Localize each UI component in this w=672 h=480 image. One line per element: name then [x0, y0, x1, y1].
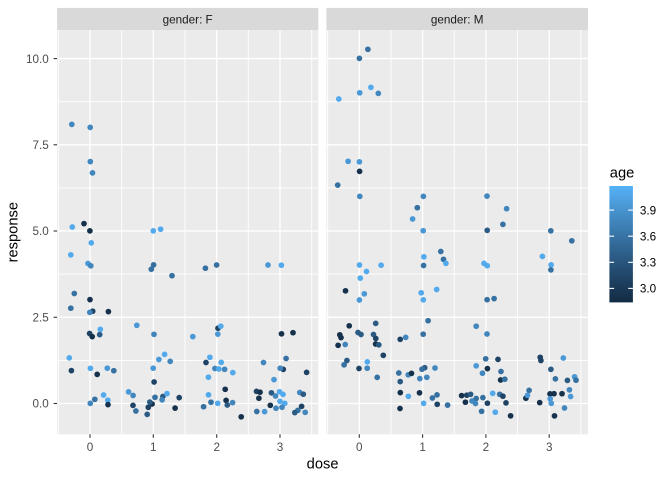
- svg-text:gender: M: gender: M: [431, 14, 484, 27]
- svg-text:10.0: 10.0: [26, 53, 49, 66]
- svg-text:7.5: 7.5: [33, 139, 50, 152]
- svg-text:3: 3: [277, 441, 284, 454]
- svg-text:3.3: 3.3: [640, 257, 656, 270]
- svg-text:1: 1: [419, 441, 426, 454]
- svg-text:0: 0: [87, 441, 94, 454]
- svg-text:0: 0: [356, 441, 363, 454]
- svg-text:3: 3: [546, 441, 553, 454]
- svg-text:1: 1: [150, 441, 157, 454]
- svg-text:3.0: 3.0: [640, 283, 657, 296]
- svg-text:3.6: 3.6: [640, 230, 656, 243]
- svg-text:2: 2: [213, 441, 220, 454]
- svg-text:3.9: 3.9: [640, 204, 656, 217]
- svg-text:0.0: 0.0: [33, 398, 50, 411]
- svg-text:2.5: 2.5: [33, 312, 50, 325]
- svg-text:gender: F: gender: F: [163, 14, 213, 27]
- svg-text:2: 2: [483, 441, 490, 454]
- svg-text:dose: dose: [307, 456, 339, 472]
- svg-text:response: response: [6, 202, 22, 262]
- svg-text:age: age: [610, 165, 635, 181]
- svg-text:5.0: 5.0: [33, 225, 50, 238]
